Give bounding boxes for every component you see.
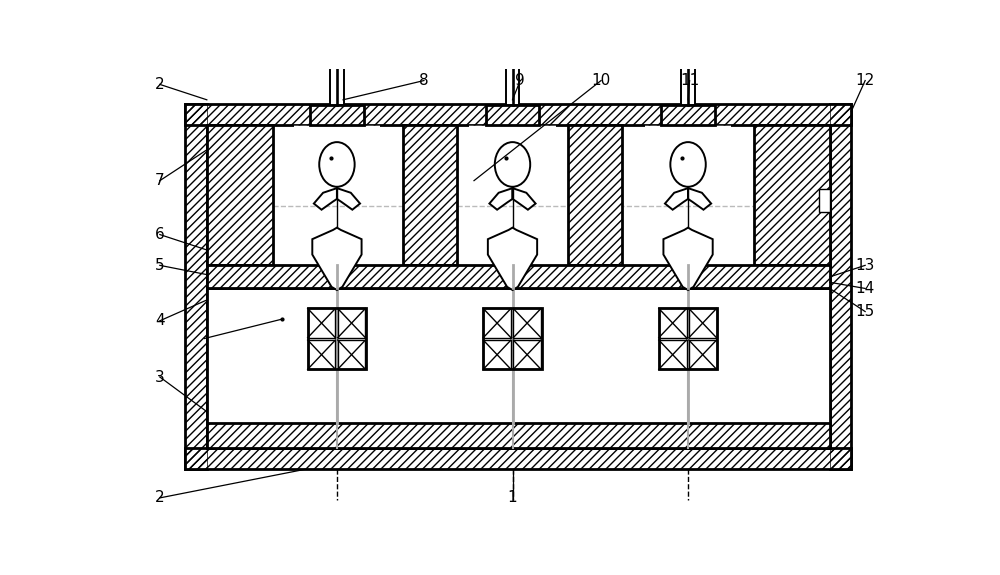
Text: 12: 12	[856, 73, 875, 88]
Bar	[513, 308, 541, 338]
Text: 13: 13	[855, 258, 875, 273]
Bar	[819, 189, 830, 212]
Text: 6: 6	[155, 227, 165, 242]
Bar	[185, 104, 851, 125]
Bar	[185, 104, 851, 125]
Bar	[830, 104, 851, 469]
Text: 8: 8	[419, 73, 429, 88]
Bar	[659, 340, 687, 369]
Bar	[689, 340, 717, 369]
Bar	[185, 104, 207, 469]
Text: 15: 15	[856, 304, 875, 319]
Text: 3: 3	[155, 370, 165, 385]
Bar	[486, 105, 539, 125]
Bar	[754, 125, 830, 265]
Bar	[294, 125, 380, 265]
Bar	[308, 340, 335, 369]
Bar	[185, 448, 851, 469]
Bar	[486, 105, 539, 125]
Bar	[207, 125, 830, 265]
Bar	[207, 125, 273, 265]
Bar	[513, 340, 541, 369]
Polygon shape	[512, 188, 536, 210]
Polygon shape	[337, 188, 360, 210]
Bar	[661, 105, 715, 125]
Bar	[483, 308, 511, 338]
Bar	[185, 104, 207, 469]
Text: 2: 2	[155, 490, 165, 505]
Text: 11: 11	[680, 73, 699, 88]
Bar	[308, 308, 335, 338]
Ellipse shape	[495, 142, 530, 187]
Bar	[403, 125, 457, 265]
Bar	[568, 125, 622, 265]
Bar	[207, 289, 830, 448]
Polygon shape	[665, 188, 688, 210]
Bar	[659, 308, 717, 369]
Bar	[207, 423, 830, 448]
Bar	[185, 448, 851, 469]
Bar	[681, 42, 695, 105]
Text: 10: 10	[591, 73, 611, 88]
Bar	[207, 125, 273, 265]
Text: 4: 4	[155, 313, 165, 328]
Polygon shape	[312, 228, 362, 290]
Ellipse shape	[319, 142, 355, 187]
Polygon shape	[688, 188, 711, 210]
Bar	[506, 42, 519, 105]
Polygon shape	[488, 228, 537, 290]
Bar	[469, 125, 556, 265]
Polygon shape	[489, 188, 512, 210]
Bar	[310, 105, 364, 125]
Text: 1: 1	[508, 490, 517, 505]
Bar	[207, 265, 830, 289]
Text: 5: 5	[155, 258, 165, 273]
Bar	[310, 105, 364, 125]
Bar	[689, 308, 717, 338]
Bar	[754, 125, 830, 265]
Text: 2: 2	[155, 77, 165, 92]
Bar	[207, 423, 830, 448]
Bar	[338, 340, 365, 369]
Bar	[483, 308, 542, 369]
Polygon shape	[663, 228, 713, 290]
Bar	[338, 308, 365, 338]
Text: 14: 14	[856, 281, 875, 296]
Text: 7: 7	[155, 173, 165, 188]
Bar	[661, 105, 715, 125]
Bar	[207, 265, 830, 289]
Bar	[659, 308, 687, 338]
Bar	[308, 308, 366, 369]
Ellipse shape	[670, 142, 706, 187]
Bar	[830, 104, 851, 469]
Bar	[330, 42, 344, 105]
Polygon shape	[314, 188, 337, 210]
Bar	[568, 125, 622, 265]
Text: 9: 9	[515, 73, 525, 88]
Bar	[645, 125, 731, 265]
Bar	[483, 340, 511, 369]
Bar	[403, 125, 457, 265]
Bar	[207, 289, 830, 448]
